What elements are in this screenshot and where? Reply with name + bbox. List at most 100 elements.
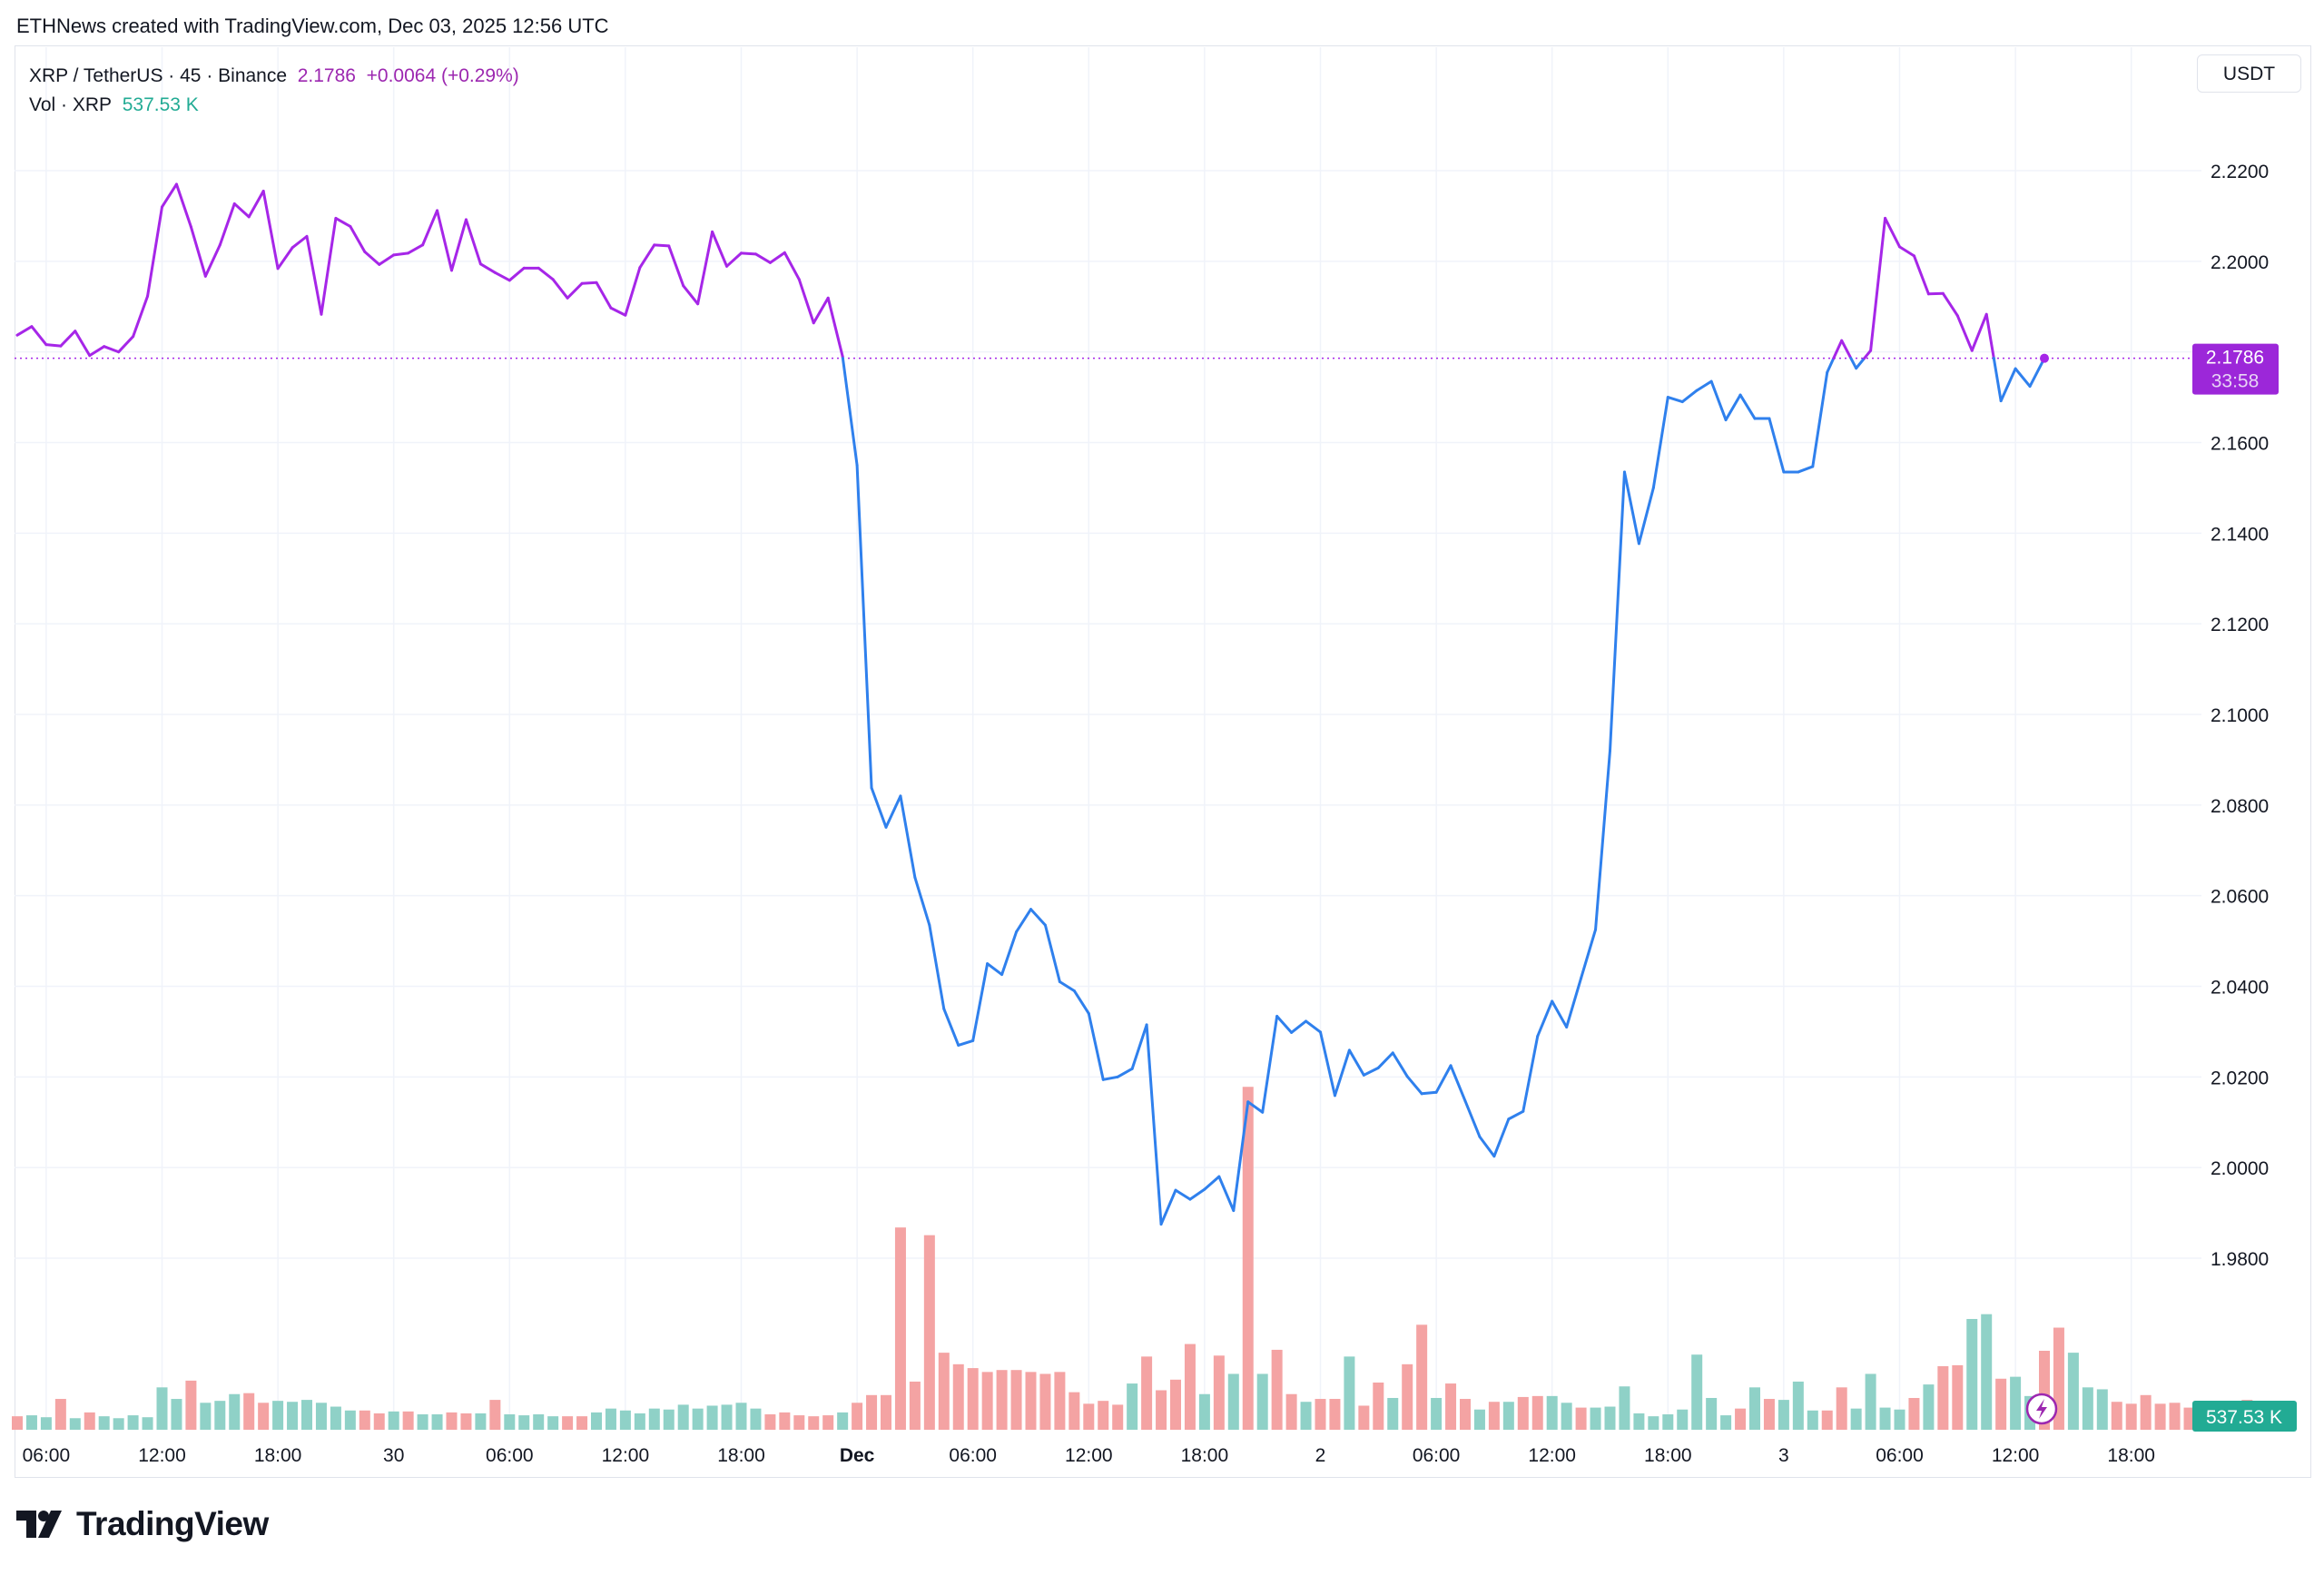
volume-bar bbox=[1431, 1397, 1443, 1430]
volume-bar bbox=[967, 1368, 979, 1430]
volume-bar bbox=[460, 1413, 472, 1430]
last-price-tag-bg bbox=[2192, 343, 2279, 395]
tradingview-logo[interactable]: TradingView bbox=[16, 1505, 269, 1543]
price-line-segment bbox=[942, 1007, 960, 1047]
price-line-segment bbox=[1217, 1175, 1236, 1213]
price-line-segment bbox=[1849, 357, 1858, 370]
price-line-segment bbox=[276, 246, 294, 271]
price-line-segment bbox=[1709, 379, 1728, 422]
volume-bar bbox=[272, 1401, 284, 1430]
price-line-segment bbox=[146, 205, 163, 298]
volume-bar bbox=[504, 1414, 516, 1430]
price-line-segment bbox=[1521, 1034, 1540, 1113]
volume-bar bbox=[200, 1403, 212, 1430]
volume-bar bbox=[706, 1405, 718, 1430]
price-line-segment bbox=[1405, 1075, 1423, 1096]
volume-bar bbox=[1198, 1393, 1210, 1430]
volume-bar bbox=[750, 1408, 762, 1430]
price-line-segment bbox=[1840, 339, 1853, 360]
volume-bar bbox=[533, 1414, 545, 1430]
price-line-segment bbox=[1695, 379, 1713, 392]
volume-bar bbox=[402, 1411, 414, 1430]
volume-bar bbox=[1706, 1397, 1718, 1430]
legend-price: 2.1786 bbox=[297, 65, 356, 86]
price-line-segment bbox=[841, 357, 859, 467]
price-line-segment bbox=[1680, 389, 1699, 404]
volume-bar bbox=[315, 1403, 327, 1430]
volume-bar bbox=[1127, 1383, 1138, 1430]
volume-bar bbox=[287, 1402, 299, 1430]
volume-bar bbox=[1256, 1373, 1268, 1430]
price-tick-label: 2.0800 bbox=[2211, 796, 2269, 817]
time-tick-label: 12:00 bbox=[1528, 1445, 1576, 1466]
volume-bar bbox=[113, 1418, 124, 1430]
replay-button[interactable] bbox=[2025, 1393, 2058, 1425]
time-axis: 06:00 12:00 18:00 30 06:00 12:00 18:00 Dec 06:00… bbox=[23, 1445, 2155, 1466]
volume-bar bbox=[981, 1372, 993, 1430]
price-line-segment bbox=[682, 284, 700, 306]
time-tick-label: 18:00 bbox=[2107, 1445, 2155, 1466]
volume-tag: 537.53 K bbox=[2192, 1401, 2297, 1432]
price-line-segment bbox=[1145, 1023, 1163, 1226]
volume-bar bbox=[692, 1408, 704, 1430]
price-line-segment bbox=[132, 294, 150, 339]
price-line-segment bbox=[203, 243, 222, 278]
price-line-segment bbox=[320, 216, 338, 316]
last-price-dot bbox=[2040, 353, 2049, 363]
price-line-segment bbox=[1130, 1023, 1148, 1070]
volume-bar bbox=[1460, 1399, 1471, 1430]
volume-bar bbox=[1488, 1402, 1500, 1430]
price-tick-label: 2.0400 bbox=[2211, 978, 2269, 999]
time-tick-label: 06:00 bbox=[949, 1445, 997, 1466]
price-line-segment bbox=[1797, 465, 1815, 474]
price-line-segment bbox=[797, 278, 815, 325]
price-line-segment bbox=[1580, 928, 1598, 980]
volume-bar bbox=[1445, 1383, 1457, 1430]
volume-bar bbox=[373, 1413, 385, 1430]
price-line-segment bbox=[1434, 1064, 1452, 1094]
legend-symbol[interactable]: XRP / TetherUS · 45 · Binance bbox=[29, 65, 288, 86]
time-tick-label: 2 bbox=[1315, 1445, 1326, 1466]
volume-bar bbox=[576, 1416, 588, 1430]
time-tick-label: 12:00 bbox=[1992, 1445, 2040, 1466]
volume-bar bbox=[1792, 1381, 1804, 1430]
volume-bar bbox=[1517, 1396, 1529, 1430]
volume-bar bbox=[1387, 1397, 1399, 1430]
time-tick-label: 06:00 bbox=[1876, 1445, 1924, 1466]
volume-bar bbox=[156, 1387, 168, 1430]
price-line-segment bbox=[1992, 357, 2003, 403]
price-line-segment bbox=[1275, 1014, 1294, 1034]
volume-bar bbox=[923, 1235, 935, 1430]
price-line-segment bbox=[1347, 1048, 1365, 1077]
volume-bar bbox=[1039, 1373, 1051, 1430]
volume-bar bbox=[330, 1406, 341, 1430]
price-line-segment bbox=[638, 243, 656, 270]
volume-bar bbox=[243, 1393, 255, 1430]
price-line-segment bbox=[392, 251, 410, 257]
price-line-segment bbox=[15, 325, 34, 337]
volume-bar bbox=[1083, 1403, 1095, 1430]
volume-bar bbox=[1952, 1364, 1964, 1430]
price-line-segment bbox=[609, 306, 627, 317]
volume-bar bbox=[1677, 1409, 1689, 1430]
currency-button[interactable]: USDT bbox=[2197, 54, 2301, 93]
volume-bar bbox=[1329, 1399, 1341, 1430]
price-line-segment bbox=[1159, 1188, 1177, 1226]
volume-bar bbox=[909, 1381, 921, 1430]
price-line-segment bbox=[1072, 989, 1090, 1015]
price-line-segment bbox=[421, 209, 439, 247]
last-price-tag: 2.1786 33:58 bbox=[2192, 343, 2279, 395]
tradingview-logo-icon bbox=[16, 1511, 62, 1538]
time-tick-label: 06:00 bbox=[1413, 1445, 1461, 1466]
price-line-segment bbox=[44, 343, 63, 348]
volume-bar bbox=[808, 1416, 820, 1430]
price-line-segment bbox=[768, 251, 786, 264]
time-tick-label: 18:00 bbox=[717, 1445, 765, 1466]
volume-bar bbox=[793, 1415, 805, 1430]
price-line-segment bbox=[711, 230, 729, 268]
legend-volume-label[interactable]: Vol · XRP bbox=[29, 94, 113, 115]
price-tick-label: 2.0000 bbox=[2211, 1158, 2269, 1179]
volume-bar bbox=[663, 1409, 675, 1430]
price-lines bbox=[15, 182, 2046, 1226]
